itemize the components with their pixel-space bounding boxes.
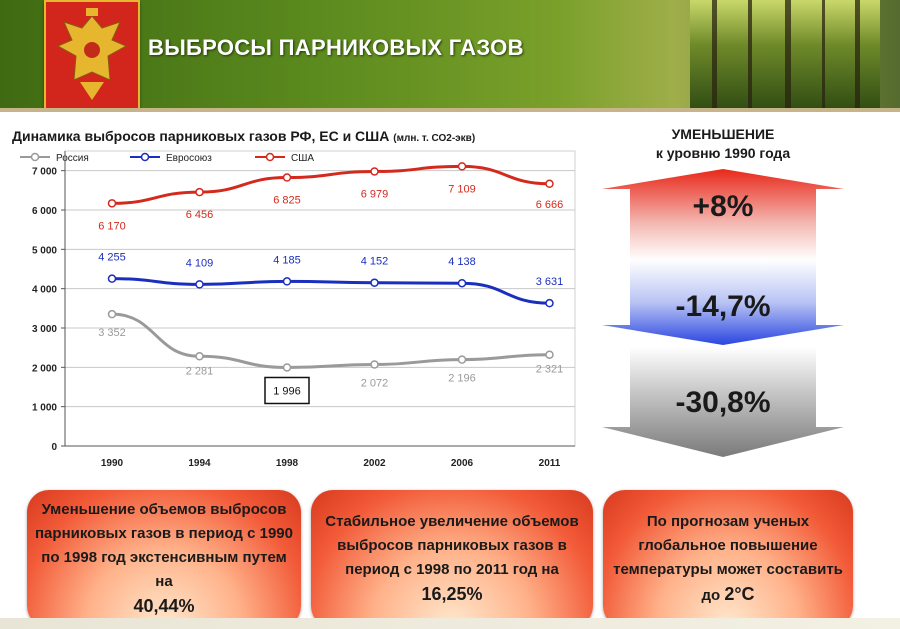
header-banner: ВЫБРОСЫ ПАРНИКОВЫХ ГАЗОВ xyxy=(0,0,900,112)
legend-marker xyxy=(30,152,40,162)
info-box-text: Уменьшение объемов выбросов парниковых г… xyxy=(35,501,293,590)
data-point xyxy=(545,350,554,359)
y-tick-label: 0 xyxy=(51,442,57,453)
data-label: 6 979 xyxy=(361,188,389,200)
x-tick-label: 1994 xyxy=(188,458,211,469)
data-label: 6 666 xyxy=(536,199,564,211)
data-label: 2 281 xyxy=(186,365,214,377)
data-label: 3 352 xyxy=(98,327,126,339)
data-point xyxy=(195,187,204,197)
data-point xyxy=(107,199,117,208)
down-arrow-gray xyxy=(602,347,844,457)
reduction-arrows xyxy=(602,169,844,457)
info-box-value: 16,25% xyxy=(421,584,483,604)
data-labels: 3 352 2 281 1 996 2 072 2 196 2 321 4 255 4 109… xyxy=(98,183,564,405)
data-point xyxy=(457,162,467,171)
reduction-heading-line2: к уровню 1990 года xyxy=(655,145,791,161)
data-label: 6 825 xyxy=(273,195,301,207)
forest-image xyxy=(690,0,880,112)
x-tick-label: 1998 xyxy=(276,458,299,469)
data-point xyxy=(370,278,379,287)
data-point xyxy=(457,278,467,288)
data-point xyxy=(370,360,379,369)
info-box-increase: Стабильное увеличение объемов выбросов п… xyxy=(311,490,593,628)
data-point xyxy=(195,352,204,361)
x-axis: 1990 1994 1998 2002 2006 2011 xyxy=(65,445,575,469)
data-point xyxy=(370,167,379,176)
reduction-heading: УМЕНЬШЕНИЕ к уровню 1990 года xyxy=(598,125,848,163)
plot-area xyxy=(64,150,576,447)
y-tick-label: 4 000 xyxy=(32,285,57,296)
info-box-text: Стабильное увеличение объемов выбросов п… xyxy=(325,513,579,578)
data-label: 2 321 xyxy=(536,364,564,376)
x-tick-label: 2006 xyxy=(451,458,474,469)
y-tick-label: 6 000 xyxy=(32,206,57,217)
data-point xyxy=(195,280,204,289)
data-label: 4 255 xyxy=(98,252,126,264)
data-label: 7 109 xyxy=(448,183,476,195)
legend-label: Россия xyxy=(56,153,89,164)
y-axis: 0 1 000 2 000 3 000 4 000 5 000 6 000 7 000 xyxy=(32,151,66,453)
data-point xyxy=(107,274,117,283)
series-line-1 xyxy=(111,277,550,305)
coat-of-arms-icon xyxy=(44,0,140,110)
data-label: 3 631 xyxy=(536,276,564,288)
data-label: 4 185 xyxy=(273,254,301,266)
data-point xyxy=(282,277,292,286)
data-label: 2 072 xyxy=(361,378,389,390)
chart-legend: Россия Евросоюз США xyxy=(20,152,314,164)
data-point xyxy=(545,298,554,308)
chart-grid xyxy=(65,170,575,408)
x-tick-label: 2002 xyxy=(363,458,386,469)
series-line-2 xyxy=(111,164,550,205)
down-arrow-blue xyxy=(602,260,844,345)
series-lines xyxy=(107,162,554,372)
legend-marker xyxy=(265,152,275,162)
page-title: ВЫБРОСЫ ПАРНИКОВЫХ ГАЗОВ xyxy=(148,35,524,60)
data-label: 4 138 xyxy=(448,256,476,268)
y-tick-label: 1 000 xyxy=(32,403,57,414)
header-divider xyxy=(0,108,900,112)
info-box-value: 40,44% xyxy=(133,596,195,616)
data-point xyxy=(282,173,292,182)
data-label: 6 170 xyxy=(98,220,126,232)
reduction-usa-value: +8% xyxy=(692,190,754,223)
data-label: 4 109 xyxy=(186,257,214,269)
highlight-box xyxy=(264,376,310,405)
data-point xyxy=(457,355,467,364)
up-arrow xyxy=(602,169,844,260)
data-point xyxy=(282,363,292,372)
y-tick-label: 7 000 xyxy=(32,167,57,178)
reduction-heading-line1: УМЕНЬШЕНИЕ xyxy=(671,126,775,142)
data-label: 1 996 xyxy=(273,385,301,397)
series-line-0 xyxy=(111,312,550,369)
data-point xyxy=(107,309,117,319)
info-box-forecast: По прогнозам ученых глобальное повышение… xyxy=(603,490,853,628)
legend-label: США xyxy=(291,153,314,164)
x-tick-label: 1990 xyxy=(101,458,124,469)
legend-marker xyxy=(140,152,150,162)
footer-stripe xyxy=(0,618,900,629)
y-tick-label: 3 000 xyxy=(32,324,57,335)
y-tick-label: 5 000 xyxy=(32,245,57,256)
reduction-russia-value: -30,8% xyxy=(675,386,771,419)
line-chart: Россия Евросоюз США 0 1 000 2 000 3 000 4 000 5… xyxy=(20,150,576,469)
data-label: 2 196 xyxy=(448,373,476,385)
info-box-value: 2°С xyxy=(724,584,755,604)
y-tick-label: 2 000 xyxy=(32,363,57,374)
info-box-reduction: Уменьшение объемов выбросов парниковых г… xyxy=(27,490,301,628)
reduction-eu-value: -14,7% xyxy=(675,290,771,323)
chart-title: Динамика выбросов парниковых газов РФ, Е… xyxy=(12,128,476,144)
legend-label: Евросоюз xyxy=(166,153,212,164)
data-label: 6 456 xyxy=(186,209,214,221)
data-label: 4 152 xyxy=(361,256,389,268)
data-point xyxy=(545,179,554,189)
info-box-text: По прогнозам ученых глобальное повышение… xyxy=(613,513,843,604)
x-tick-label: 2011 xyxy=(539,458,561,469)
chart-unit-label: (млн. т. СО2-экв) xyxy=(393,133,476,144)
